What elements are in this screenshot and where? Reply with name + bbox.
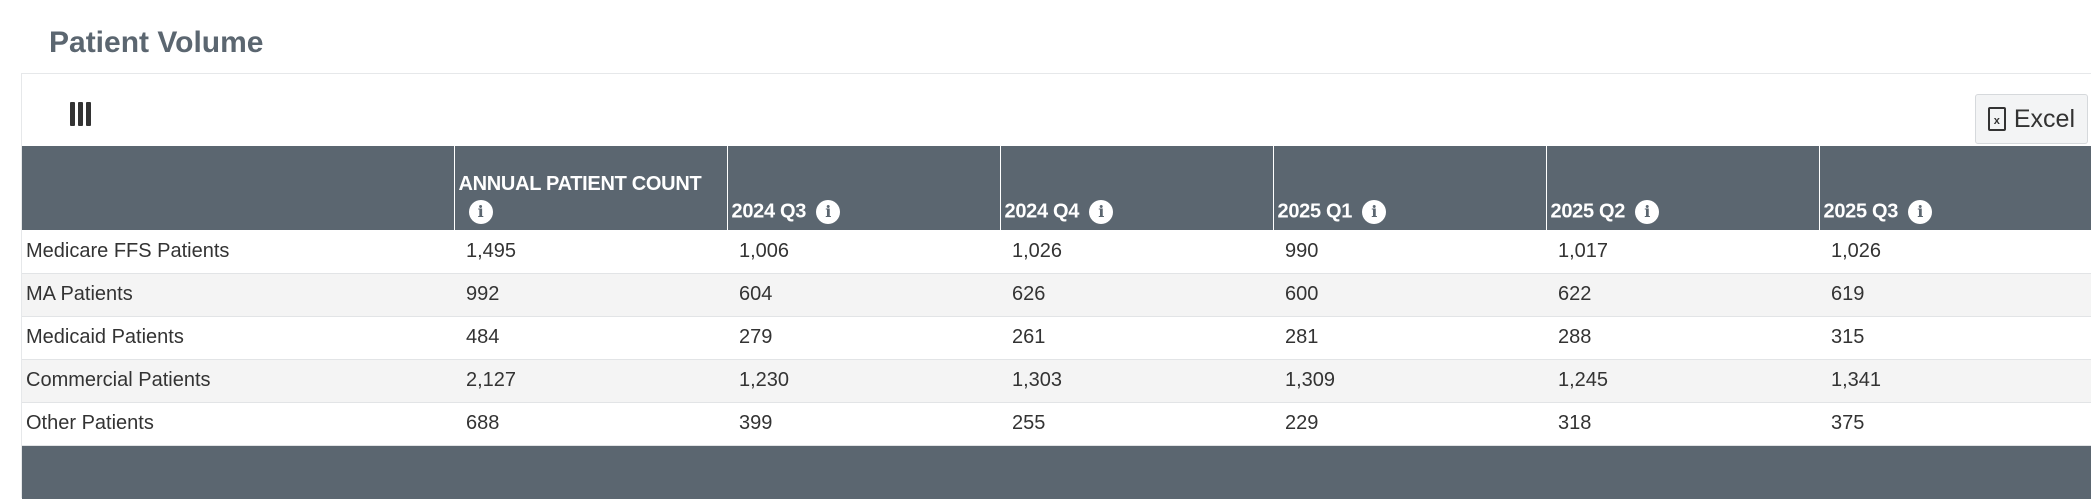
table-cell: 255 (1000, 402, 1273, 446)
column-header-2024-q3[interactable]: 2024 Q3 i (726, 146, 1000, 230)
table-cell: 619 (1819, 273, 2091, 317)
table-cell: 375 (1819, 402, 2091, 446)
table-cell: 1,341 (1819, 359, 2091, 403)
table-cell: 1,026 (1000, 230, 1273, 274)
table-row: Medicaid Patients 484 279 261 281 288 31… (22, 316, 2091, 360)
column-header-label (22, 146, 454, 230)
table-row: Commercial Patients 2,127 1,230 1,303 1,… (22, 359, 2091, 403)
column-header-annual-patient-count[interactable]: ANNUAL PATIENT COUNT i (453, 146, 727, 230)
row-label: MA Patients (22, 273, 454, 317)
table-cell: 604 (727, 273, 1000, 317)
table-row: Other Patients 688 399 255 229 318 375 (22, 402, 2091, 446)
file-excel-icon: x (1987, 107, 2006, 131)
row-label: Medicare FFS Patients (22, 230, 454, 274)
table-cell: 1,309 (1273, 359, 1546, 403)
column-header-2025-q2[interactable]: 2025 Q2 i (1545, 146, 1819, 230)
table-cell: 1,017 (1546, 230, 1819, 274)
info-icon[interactable]: i (1908, 200, 1933, 224)
table-cell: 688 (454, 402, 727, 446)
column-header-label: ANNUAL PATIENT COUNT (458, 173, 702, 195)
excel-export-button[interactable]: x Excel (1974, 94, 2088, 144)
info-icon[interactable]: i (816, 200, 841, 224)
table-cell: 399 (727, 402, 1000, 446)
table-cell: 1,303 (1000, 359, 1273, 403)
table-cell: 1,026 (1819, 230, 2091, 274)
table-cell: 992 (454, 273, 727, 317)
table-cell: 1,006 (727, 230, 1000, 274)
info-icon[interactable]: i (1089, 200, 1114, 224)
info-icon[interactable]: i (1635, 200, 1660, 224)
column-header-label: 2025 Q2 (1550, 200, 1626, 223)
column-header-2024-q4[interactable]: 2024 Q4 i (999, 146, 1273, 230)
page-title: Patient Volume (49, 26, 264, 59)
row-label: Medicaid Patients (22, 316, 454, 360)
table-cell: 484 (454, 316, 727, 360)
table-cell: 279 (727, 316, 1000, 360)
table-cell: 2,127 (454, 359, 727, 403)
table-cell: 281 (1273, 316, 1546, 360)
column-header-label: 2024 Q4 (1004, 200, 1080, 223)
table-cell: 1,230 (727, 359, 1000, 403)
table-cell: 261 (1000, 316, 1273, 360)
patient-volume-panel: x Excel ANNUAL PATIENT COUNT i (21, 73, 2091, 499)
column-header-label: 2025 Q1 (1277, 200, 1353, 223)
table-cell: 990 (1273, 230, 1546, 274)
table-cell: 1,495 (454, 230, 727, 274)
row-label: Commercial Patients (22, 359, 454, 403)
table-cell: 318 (1546, 402, 1819, 446)
excel-button-label: Excel (2013, 104, 2075, 133)
columns-icon[interactable] (70, 102, 94, 132)
row-label: Other Patients (22, 402, 454, 446)
info-icon[interactable]: i (468, 200, 493, 224)
table-cell: 288 (1546, 316, 1819, 360)
table-cell: 622 (1546, 273, 1819, 317)
table-cell: 600 (1273, 273, 1546, 317)
info-icon[interactable]: i (1362, 200, 1387, 224)
column-header-2025-q3[interactable]: 2025 Q3 i (1818, 146, 2091, 230)
table-cell: 315 (1819, 316, 2091, 360)
column-header-label: 2024 Q3 (731, 200, 807, 223)
table-cell: 229 (1273, 402, 1546, 446)
column-header-2025-q1[interactable]: 2025 Q1 i (1272, 146, 1546, 230)
table-header-row: ANNUAL PATIENT COUNT i 2024 Q3 i 2024 Q4 i… (22, 146, 2091, 230)
table-row: MA Patients 992 604 626 600 622 619 (22, 273, 2091, 317)
table-row: Medicare FFS Patients 1,495 1,006 1,026 … (22, 230, 2091, 274)
table-cell: 626 (1000, 273, 1273, 317)
table-footer-bar (22, 446, 2091, 499)
column-header-label: 2025 Q3 (1823, 200, 1899, 223)
patient-volume-table: ANNUAL PATIENT COUNT i 2024 Q3 i 2024 Q4 i… (22, 146, 2091, 446)
table-cell: 1,245 (1546, 359, 1819, 403)
